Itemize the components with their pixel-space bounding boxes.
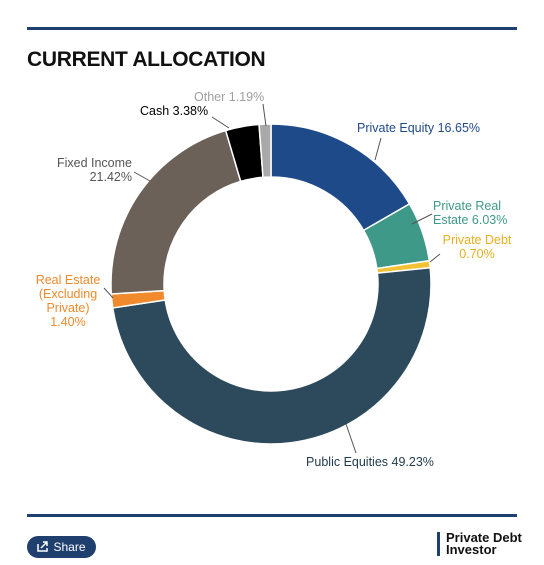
slice-label: Private Equity 16.65%: [357, 121, 517, 135]
brand-line: Investor: [446, 542, 497, 557]
value-label: 21.42%: [89, 170, 132, 184]
slice-label: Public Equities 49.23%: [290, 455, 450, 469]
category-name: Fixed Income: [56, 156, 132, 170]
slice-label: Private Real Estate 6.03%: [433, 199, 523, 227]
leader-line: [211, 116, 230, 129]
donut-segment: [270, 123, 411, 232]
value-label: 3.38%: [172, 104, 209, 118]
share-label[interactable]: Share: [53, 540, 86, 554]
donut-segment: [258, 123, 272, 179]
value-label: 1.40%: [50, 315, 86, 329]
value-label: 6.03%: [471, 213, 508, 227]
leader-line: [374, 137, 382, 161]
category-name: Private Equity: [357, 121, 435, 135]
leader-line: [262, 103, 267, 127]
slice-label: Fixed Income 21.42%: [40, 156, 132, 184]
bottom-rule: [27, 514, 517, 517]
value-label: 16.65%: [437, 121, 481, 135]
slice-label: Private Debt 0.70%: [438, 233, 516, 261]
leader-line: [103, 287, 114, 299]
leader-line: [429, 253, 441, 263]
value-label: 0.70%: [459, 247, 495, 261]
leader-line: [345, 423, 357, 454]
value-label: 49.23%: [391, 455, 434, 469]
category-name: Real Estate (Excluding Private): [35, 273, 101, 315]
slice-label: Cash 3.38%: [140, 104, 230, 118]
category-name: Private Debt: [442, 233, 512, 247]
brand-logo: Private Debt Investor: [437, 530, 522, 557]
value-label: 1.19%: [228, 90, 265, 104]
slice-label: Other 1.19%: [194, 90, 274, 104]
donut-segment: [111, 266, 432, 445]
share-icon: [37, 541, 49, 552]
leader-line: [133, 171, 151, 182]
chart-title: CURRENT ALLOCATION: [27, 48, 266, 71]
leader-line: [411, 213, 433, 225]
category-name: Public Equities: [306, 455, 389, 469]
category-name: Other: [194, 90, 226, 104]
category-name: Private Real Estate: [433, 199, 502, 227]
brand-line: Private Debt: [446, 530, 522, 545]
category-name: Cash: [140, 104, 170, 118]
slice-label: Real Estate (Excluding Private) 1.40%: [30, 273, 106, 329]
share-button[interactable]: Share: [27, 536, 96, 558]
top-rule: [27, 27, 517, 30]
